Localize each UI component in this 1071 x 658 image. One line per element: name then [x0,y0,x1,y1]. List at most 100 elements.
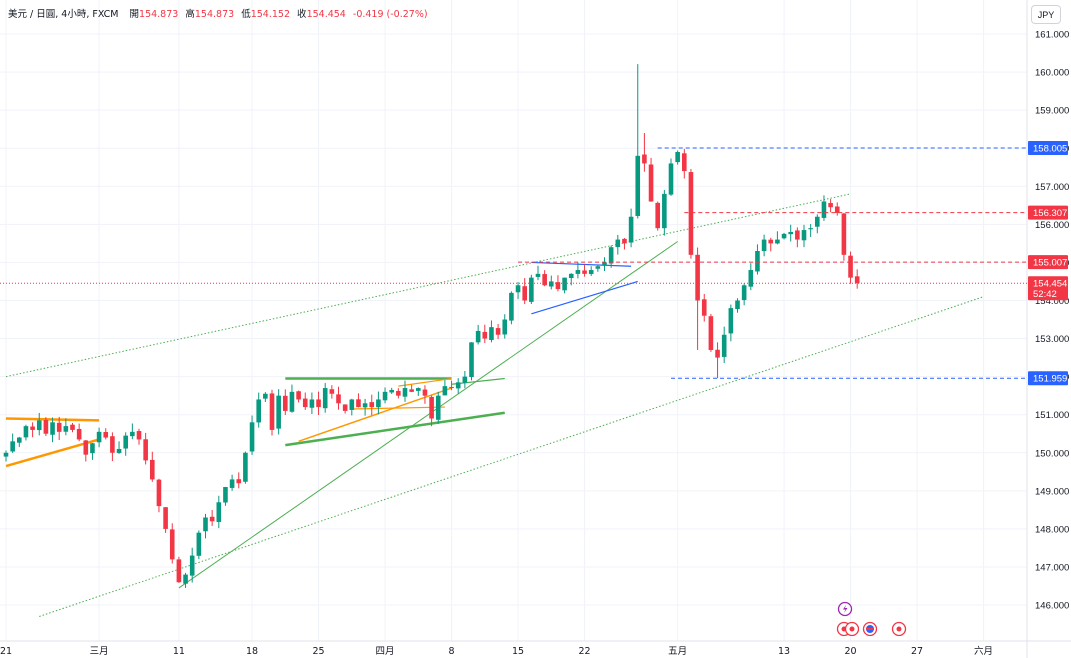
price-label: 158.005 [1028,141,1068,156]
candle-body [103,432,109,438]
candle-body [203,517,208,532]
change-value: -0.419 (-0.27%) [352,9,428,20]
candle-body [229,479,235,488]
candle-body [615,239,621,248]
candle-body [356,399,361,408]
price-label-text: 154.454 [1033,279,1067,290]
candle-body [130,431,135,437]
y-tick-label: 146.000 [1035,601,1069,612]
price-label: 156.307 [1028,205,1068,220]
candle-body [555,282,561,290]
candle-body [535,273,541,277]
candle-body [10,441,15,452]
close-value: 154.454 [306,9,346,20]
x-tick-label: 8 [449,646,455,657]
price-axis[interactable]: 161.000160.000159.000158.000157.000156.0… [1028,30,1069,612]
candle-body [642,154,647,164]
candle-body [249,422,255,452]
candle-body [821,201,827,218]
candle-body [469,342,474,378]
candle-body [775,239,780,244]
candle-body [475,330,481,343]
event-markers[interactable] [836,601,907,637]
symbol-title: 美元 / 日圓, 4小時, FXCM [8,9,119,20]
x-tick-label: 四月 [376,646,395,657]
range-bottom-line [285,411,505,447]
open-value: 154.873 [139,9,179,20]
event-dot-icon-2[interactable] [844,621,860,637]
candle-body [449,386,454,389]
y-tick-label: 156.000 [1035,220,1069,231]
candle-body [83,440,89,455]
candle-body [848,255,853,278]
x-tick-label: 27 [911,646,923,657]
candle-body [529,277,534,302]
candle-body [834,206,840,213]
ohlc-values: 開154.873 高154.873 低154.152 收154.454 -0.4… [126,9,428,20]
candle-body [801,230,807,241]
candle-body [442,386,448,396]
candle-body [169,529,175,560]
x-tick-label: 25 [313,646,325,657]
x-tick-label: 11 [173,646,185,657]
high-value: 154.873 [194,9,235,20]
event-flash-icon[interactable] [837,601,853,617]
candle-body [562,277,567,291]
candle-body [648,164,654,202]
candle-body [815,216,820,227]
candle-body [668,163,674,195]
candle-body [236,479,242,484]
candle-body [462,376,468,383]
price-label-bg [1028,276,1068,301]
wedge-top-line [398,377,452,387]
candle-body [289,391,295,412]
candle-body [349,399,355,410]
candle-body [582,270,587,274]
candle-body [635,155,641,216]
candle-body [276,395,281,429]
price-label-text: 155.007 [1033,258,1067,269]
price-label-bg [1028,205,1068,220]
candle-body [409,389,414,392]
x-tick-label: 21 [0,646,12,657]
candle-body [655,202,660,229]
candle-body [302,398,308,408]
candle-body [708,316,714,350]
candle-body [575,270,581,274]
overlays [0,147,1027,379]
price-label-text: 158.005 [1033,144,1067,155]
candle-body [3,452,9,457]
drawings [5,193,984,617]
candle-body [768,239,774,244]
candle-body [489,327,494,340]
candle-body [309,399,315,408]
x-tick-label: 20 [845,646,857,657]
currency-button[interactable]: JPY [1031,5,1061,24]
candle-body [389,389,394,393]
candle-body [568,273,574,279]
candle-body [269,393,275,430]
candle-body [715,349,720,358]
countdown-text: 52:42 [1033,289,1057,300]
channel-upper-line [5,193,851,378]
price-label-text: 151.959 [1033,374,1067,385]
x-tick-label: 22 [579,646,591,657]
candle-body [70,424,75,430]
time-axis[interactable]: 21 三月 11 18 25 四月 8 15 22 五月 13 20 27 六月 [0,645,993,657]
channel-lower-line [39,296,984,617]
candle-body [36,420,42,431]
y-tick-label: 147.000 [1035,562,1069,573]
candle-body [209,516,215,522]
candle-body [662,193,667,229]
event-us-flag-icon[interactable] [862,621,878,637]
candle-body [183,574,188,584]
event-dot-icon-3[interactable] [891,621,907,637]
candle-body [735,300,740,309]
candle-body [243,452,248,482]
flag-top-line [531,261,632,267]
candle-body [17,437,22,443]
candle-body [336,394,341,404]
